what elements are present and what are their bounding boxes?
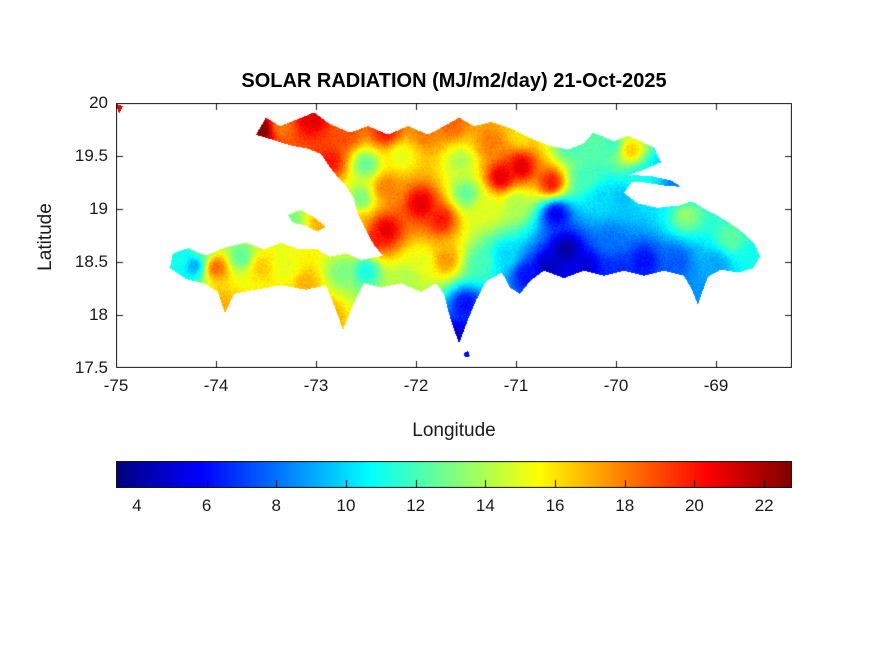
colorbar-tick-label: 12 (406, 496, 426, 515)
y-tick-label: 19 (89, 199, 108, 218)
x-axis-label: Longitude (412, 420, 496, 441)
x-tick-label: -74 (203, 376, 229, 395)
colorbar-tick-label: 14 (475, 496, 495, 515)
y-tick-label: 18 (89, 305, 108, 324)
colorbar-canvas (116, 461, 792, 488)
y-tick-label: 20 (89, 93, 108, 112)
colorbar-tick-label: 18 (615, 496, 635, 515)
colorbar-tick-label: 20 (684, 496, 704, 515)
x-tick-label: -71 (503, 376, 529, 395)
y-axis-label: Latitude (35, 203, 56, 271)
y-tick-label: 18.5 (74, 252, 108, 271)
y-tick-label: 19.5 (74, 146, 108, 165)
colorbar-tick-label: 10 (336, 496, 356, 515)
colorbar-tick-label: 22 (754, 496, 774, 515)
x-tick-label: -72 (403, 376, 429, 395)
y-tick-label: 17.5 (74, 358, 108, 377)
x-tick-label: -73 (303, 376, 329, 395)
x-tick-label: -69 (703, 376, 729, 395)
colorbar-tick-label: 16 (545, 496, 565, 515)
chart-title: SOLAR RADIATION (MJ/m2/day) 21-Oct-2025 (241, 70, 667, 92)
x-tick-label: -70 (603, 376, 629, 395)
x-tick-label: -75 (103, 376, 129, 395)
colorbar-tick-label: 6 (201, 496, 212, 515)
colorbar-tick-label: 4 (132, 496, 142, 515)
colorbar-tick-label: 8 (271, 496, 282, 515)
heatmap-canvas (116, 103, 792, 368)
